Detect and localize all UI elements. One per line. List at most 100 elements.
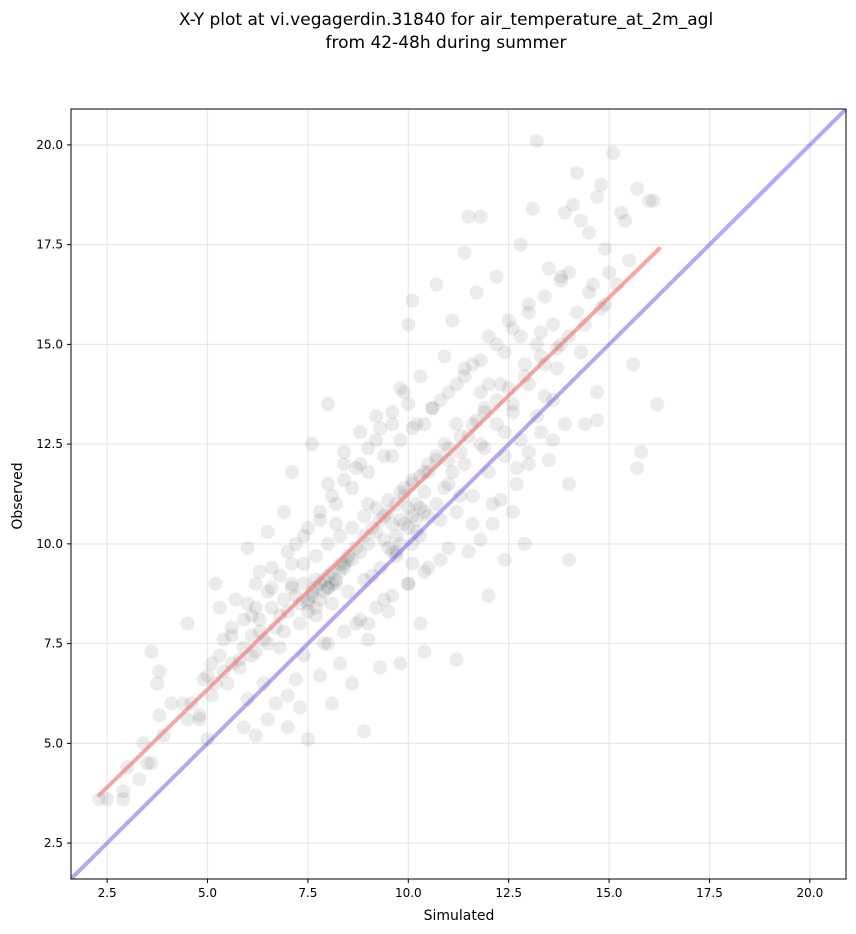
data-point [441, 385, 456, 400]
y-tick-label: 15.0 [36, 337, 63, 351]
data-point [280, 688, 295, 703]
y-tick-label: 10.0 [36, 537, 63, 551]
x-tick-label: 5.0 [198, 886, 217, 900]
data-point [357, 724, 372, 739]
data-point [296, 576, 311, 591]
data-point [545, 433, 560, 448]
data-point [373, 421, 388, 436]
data-point [260, 584, 275, 599]
data-point [192, 712, 207, 727]
data-point [397, 516, 412, 531]
data-point [244, 628, 259, 643]
data-point [557, 205, 572, 220]
data-point [224, 620, 239, 635]
data-point [353, 425, 368, 440]
data-point [337, 445, 352, 460]
data-point [481, 588, 496, 603]
data-point [469, 285, 484, 300]
y-tick-label: 17.5 [36, 238, 63, 252]
x-tick-label: 2.5 [98, 886, 117, 900]
data-point [582, 285, 597, 300]
data-point [312, 576, 327, 591]
data-point [429, 449, 444, 464]
data-point [529, 133, 544, 148]
data-point [417, 504, 432, 519]
data-point [116, 792, 131, 807]
data-point [521, 297, 536, 312]
data-point [602, 265, 617, 280]
data-point [417, 485, 432, 500]
data-point [473, 385, 488, 400]
data-point [276, 592, 291, 607]
data-point [477, 441, 492, 456]
data-point [132, 772, 147, 787]
data-point [361, 465, 376, 480]
data-point [320, 568, 335, 583]
data-point [385, 405, 400, 420]
data-point [529, 337, 544, 352]
data-point [212, 600, 227, 615]
data-point [300, 520, 315, 535]
data-point [192, 708, 207, 723]
data-point [180, 616, 195, 631]
data-point [325, 576, 340, 591]
data-point [525, 201, 540, 216]
data-point [248, 576, 263, 591]
data-point [393, 512, 408, 527]
data-point [646, 193, 661, 208]
data-point [505, 405, 520, 420]
data-point [561, 552, 576, 567]
data-point [533, 425, 548, 440]
data-point [489, 269, 504, 284]
data-point [140, 756, 155, 771]
data-point [577, 417, 592, 432]
data-point [333, 528, 348, 543]
data-point [441, 540, 456, 555]
data-point [333, 564, 348, 579]
data-point [212, 648, 227, 663]
data-point [300, 732, 315, 747]
data-point [204, 688, 219, 703]
data-point [513, 237, 528, 252]
data-point [308, 572, 323, 587]
data-point [333, 556, 348, 571]
data-point [361, 496, 376, 511]
chart-title-line1: X-Y plot at vi.vegagerdin.31840 for air_… [179, 10, 713, 30]
data-point [473, 353, 488, 368]
data-point [240, 540, 255, 555]
x-tick-label: 20.0 [797, 886, 824, 900]
data-point [485, 496, 500, 511]
data-point [316, 636, 331, 651]
data-point [345, 481, 360, 496]
data-point [481, 377, 496, 392]
data-point [248, 600, 263, 615]
y-tick-label: 20.0 [36, 138, 63, 152]
data-point [284, 465, 299, 480]
data-point [280, 544, 295, 559]
data-point [292, 700, 307, 715]
data-point [517, 536, 532, 551]
data-point [405, 293, 420, 308]
data-point [413, 369, 428, 384]
data-point [100, 792, 115, 807]
data-point [401, 317, 416, 332]
data-point [433, 552, 448, 567]
data-point [437, 437, 452, 452]
data-point [489, 337, 504, 352]
data-point [369, 433, 384, 448]
data-point [276, 504, 291, 519]
data-point [268, 696, 283, 711]
data-point [361, 441, 376, 456]
data-point [421, 560, 436, 575]
data-point [316, 584, 331, 599]
data-point [393, 656, 408, 671]
data-point [320, 580, 335, 595]
data-point [320, 636, 335, 651]
data-point [320, 536, 335, 551]
data-point [385, 417, 400, 432]
points-layer [92, 133, 665, 807]
data-point [457, 369, 472, 384]
data-point [509, 461, 524, 476]
data-point [521, 305, 536, 320]
